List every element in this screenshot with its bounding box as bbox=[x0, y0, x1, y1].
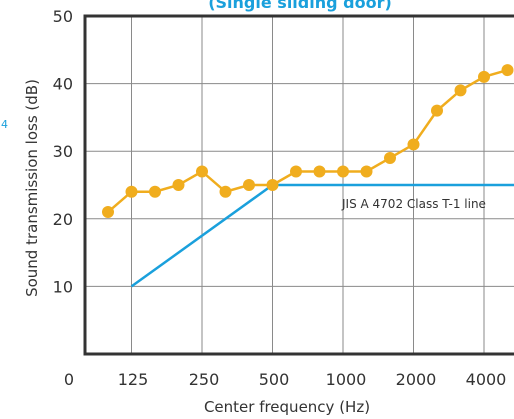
x-axis-title: Center frequency (Hz) bbox=[204, 398, 370, 416]
data-point bbox=[173, 179, 185, 191]
y-tick-label: 10 bbox=[53, 277, 73, 296]
data-point bbox=[361, 165, 373, 177]
data-point bbox=[455, 84, 467, 96]
data-point bbox=[102, 206, 114, 218]
x-tick-label: 0 bbox=[64, 370, 74, 389]
y-tick-label: 50 bbox=[53, 7, 73, 26]
data-point bbox=[478, 71, 490, 83]
chart-title: (Single sliding door) bbox=[208, 0, 392, 12]
stray-text: 4 bbox=[1, 118, 8, 131]
data-point bbox=[502, 64, 514, 76]
data-point bbox=[243, 179, 255, 191]
measured-line bbox=[108, 70, 508, 212]
data-point bbox=[126, 186, 138, 198]
y-tick-label: 30 bbox=[53, 142, 73, 161]
data-point bbox=[267, 179, 279, 191]
data-markers bbox=[102, 64, 514, 218]
x-tick-label: 125 bbox=[118, 370, 149, 389]
series-lines bbox=[108, 70, 514, 286]
x-tick-label: 1000 bbox=[326, 370, 367, 389]
data-point bbox=[220, 186, 232, 198]
x-tick-label: 4000 bbox=[466, 370, 507, 389]
data-point bbox=[149, 186, 161, 198]
data-point bbox=[384, 152, 396, 164]
x-tick-labels: 0 125 250 500 1000 2000 4000 bbox=[64, 370, 506, 389]
data-point bbox=[431, 105, 443, 117]
data-point bbox=[196, 165, 208, 177]
data-point bbox=[314, 165, 326, 177]
data-point bbox=[408, 138, 420, 150]
data-point bbox=[337, 165, 349, 177]
data-point bbox=[290, 165, 302, 177]
x-tick-label: 500 bbox=[259, 370, 290, 389]
reference-line-label: JIS A 4702 Class T-1 line bbox=[341, 197, 486, 211]
y-tick-label: 40 bbox=[53, 75, 73, 94]
y-tick-labels: 10 20 30 40 50 bbox=[53, 7, 73, 296]
x-tick-label: 250 bbox=[189, 370, 220, 389]
x-tick-label: 2000 bbox=[396, 370, 437, 389]
y-axis-title: Sound transmission loss (dB) bbox=[23, 79, 41, 297]
y-tick-label: 20 bbox=[53, 210, 73, 229]
